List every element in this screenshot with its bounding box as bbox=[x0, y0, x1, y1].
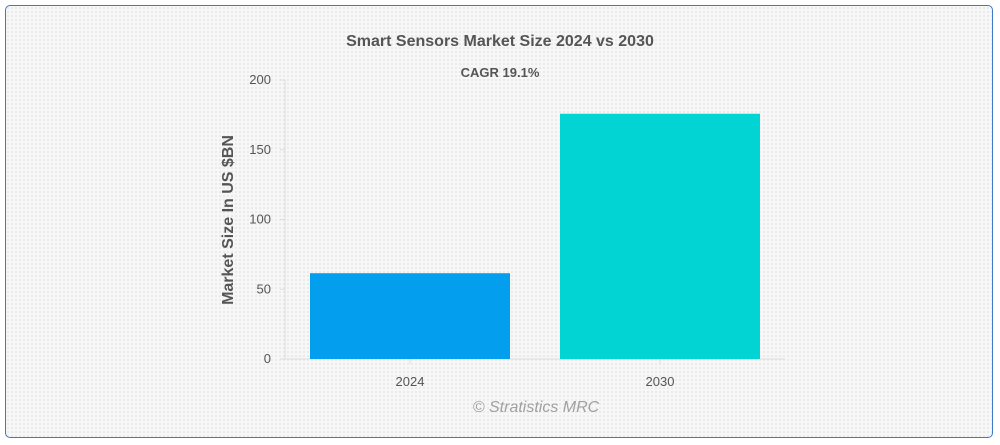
y-tick-label: 200 bbox=[249, 72, 271, 87]
y-tick-label: 100 bbox=[249, 212, 271, 227]
credit-text: © Stratistics MRC bbox=[472, 399, 600, 416]
x-tick-label-2030: 2030 bbox=[646, 374, 675, 389]
y-tick-label: 0 bbox=[264, 351, 271, 366]
y-tick-label: 150 bbox=[249, 142, 271, 157]
bar-2024[interactable] bbox=[310, 273, 510, 359]
chart-subtitle: CAGR 19.1% bbox=[460, 65, 540, 80]
chart-frame bbox=[5, 5, 993, 438]
bar-2030[interactable] bbox=[560, 113, 760, 359]
x-tick-label-2024: 2024 bbox=[396, 374, 425, 389]
y-tick-label: 50 bbox=[257, 281, 271, 296]
chart-title: Smart Sensors Market Size 2024 vs 2030 bbox=[346, 33, 654, 50]
